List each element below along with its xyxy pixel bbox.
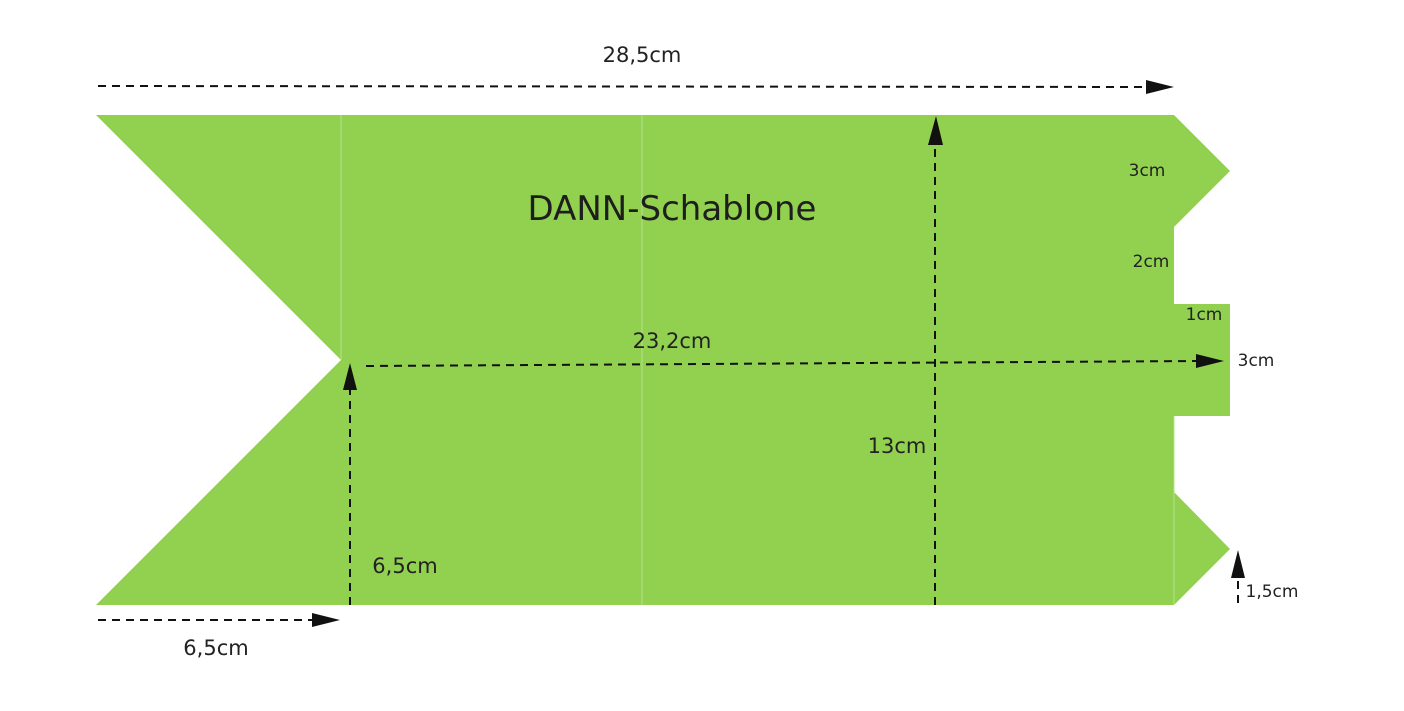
template-title: DANN-Schablone — [528, 189, 817, 229]
inner-width-arrow — [365, 354, 1224, 368]
template-shape — [96, 115, 1230, 605]
template-body — [96, 115, 1230, 605]
tab-mid-offset-label: 1cm — [1186, 305, 1223, 325]
gap-label: 2cm — [1133, 252, 1170, 272]
tab-mid-height-label: 3cm — [1238, 351, 1275, 371]
height-arrow — [928, 116, 943, 605]
height-label: 13cm — [868, 434, 927, 458]
notch-height-label: 6,5cm — [372, 554, 437, 578]
total-width-arrow — [97, 80, 1174, 94]
tab-top-label: 3cm — [1129, 161, 1166, 181]
notch-width-label: 6,5cm — [183, 636, 248, 660]
tab-bottom-label: 1,5cm — [1246, 582, 1299, 602]
inner-width-label: 23,2cm — [633, 329, 712, 353]
tab-bottom-arrow — [1231, 550, 1245, 603]
total-width-label: 28,5cm — [603, 43, 682, 67]
notch-width-arrow — [98, 613, 340, 627]
notch-height-arrow — [343, 363, 357, 605]
